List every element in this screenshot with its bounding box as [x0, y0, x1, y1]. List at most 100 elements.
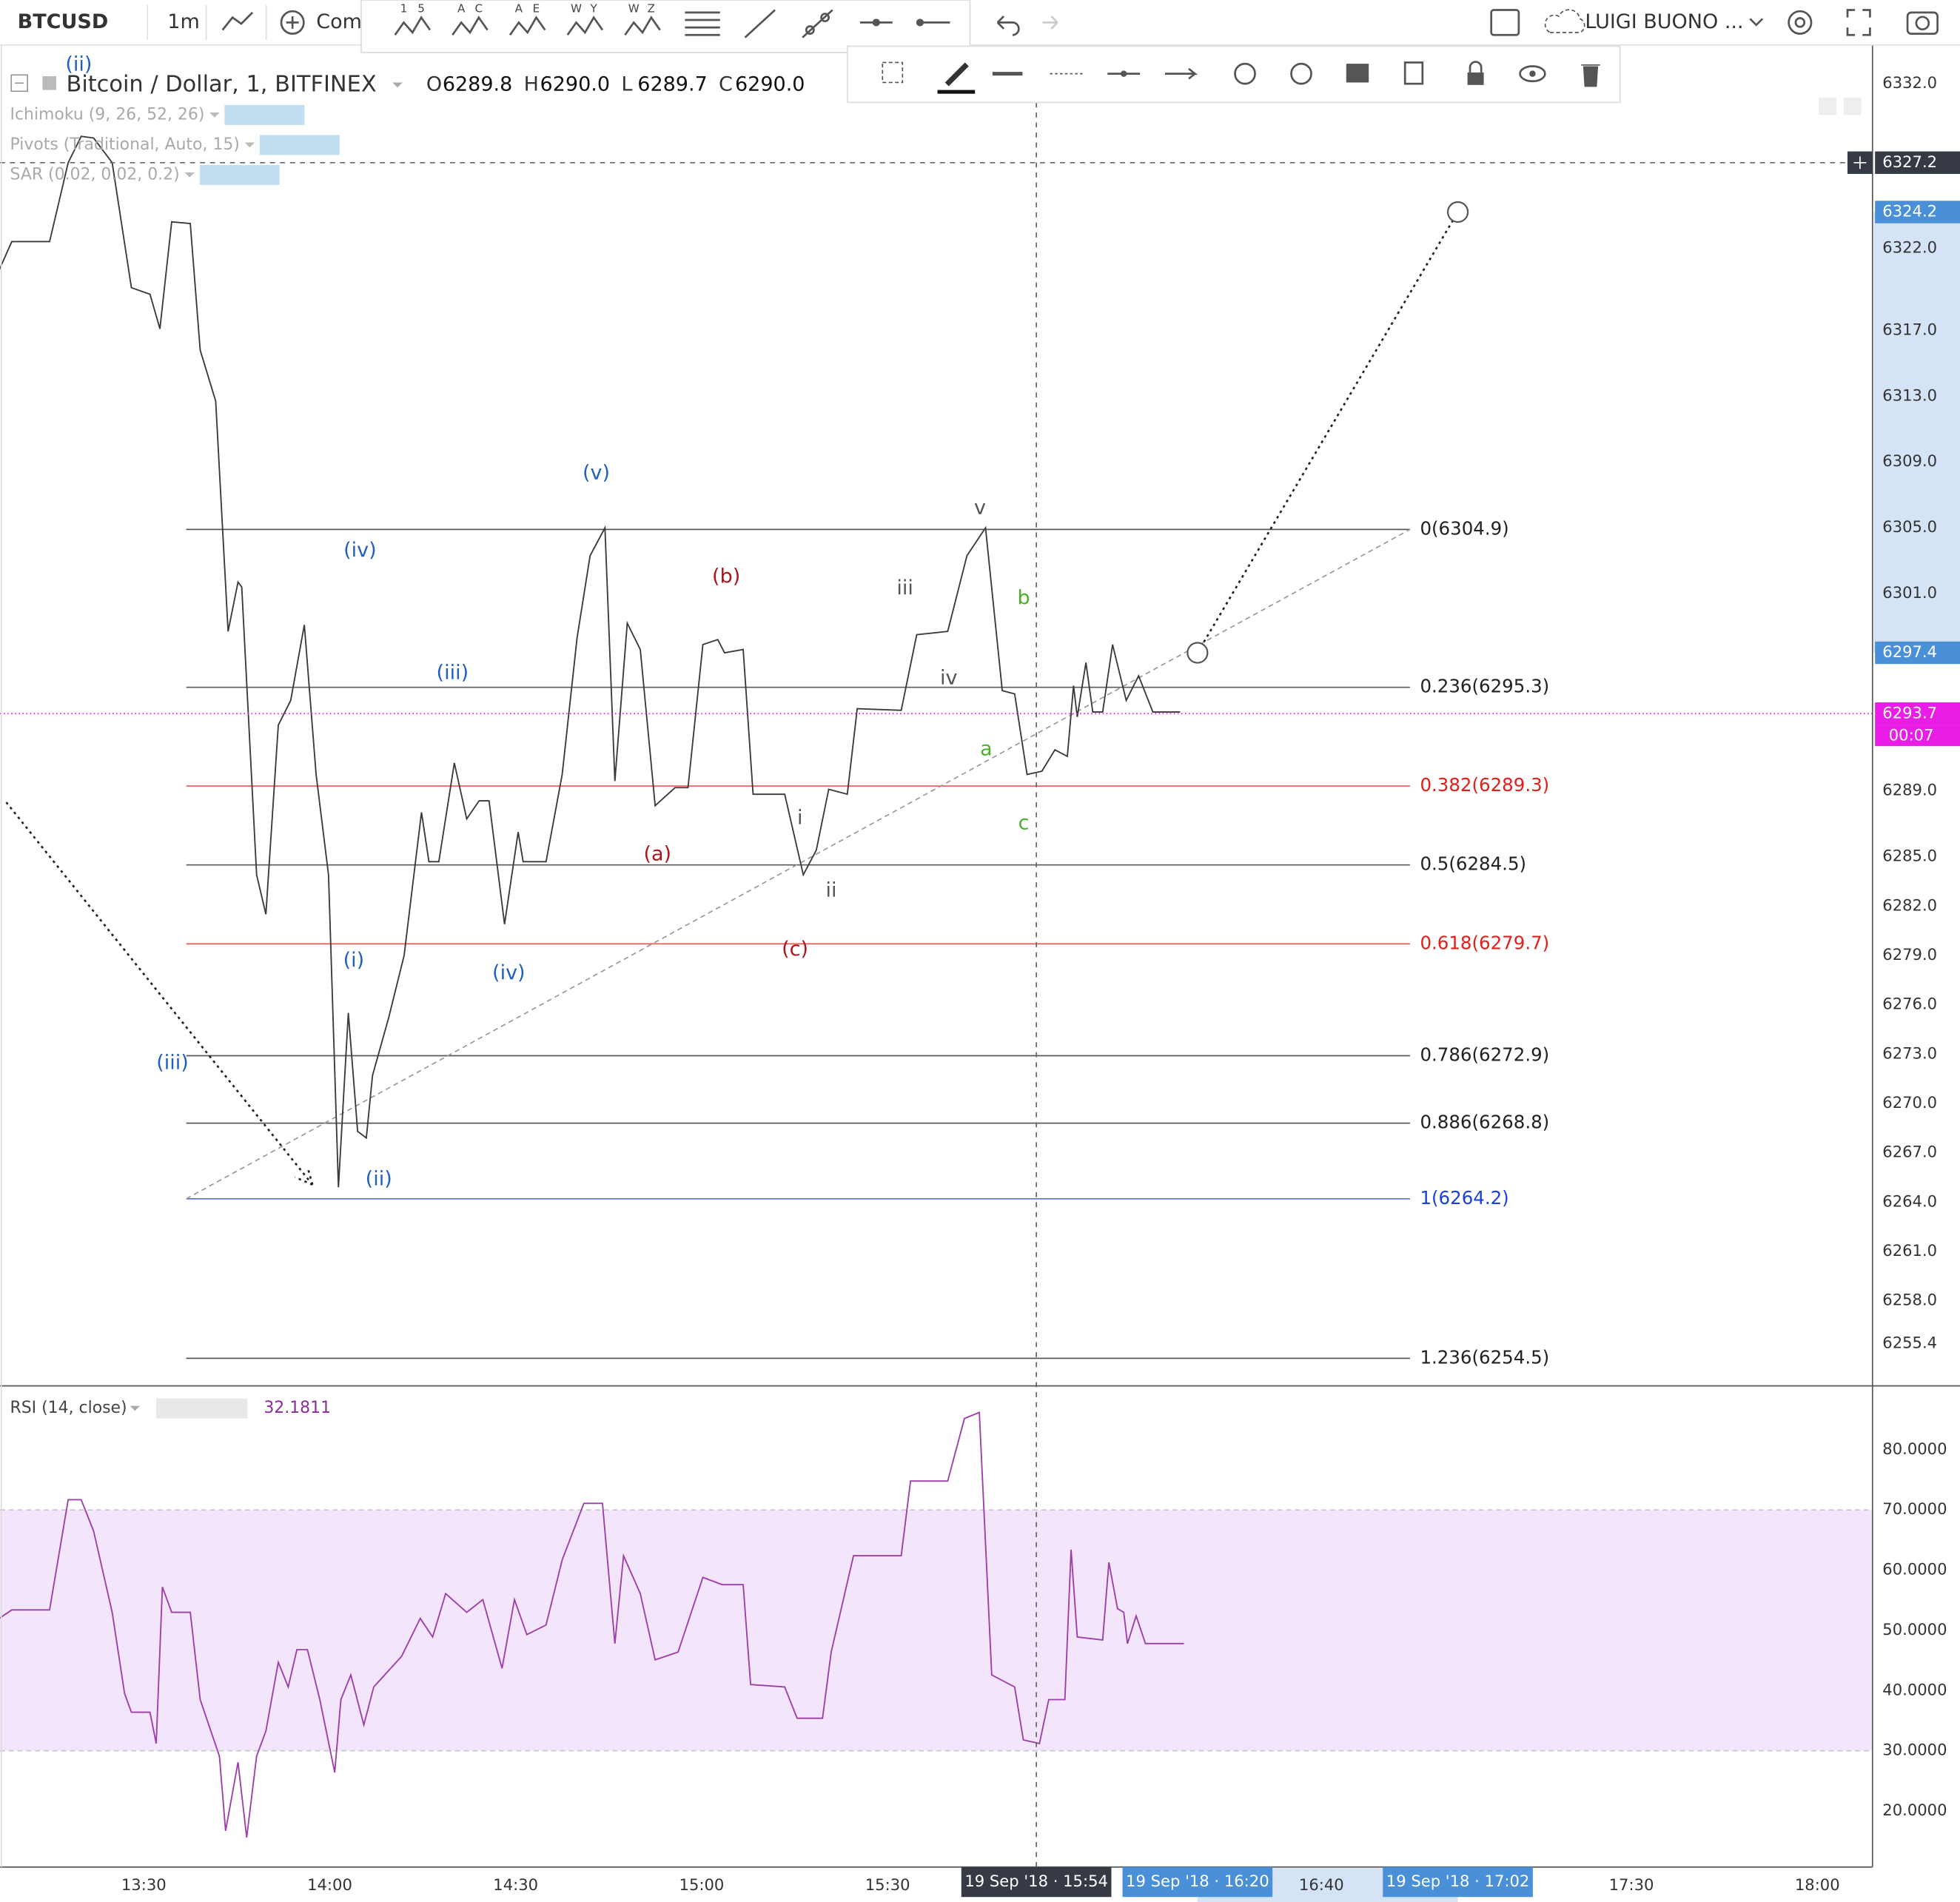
ohlc-key: O: [426, 73, 442, 95]
wave-label: (iv): [343, 539, 377, 562]
projection-start: [1187, 642, 1209, 664]
user-menu-arrow[interactable]: [1749, 18, 1764, 27]
undo-button[interactable]: [996, 15, 1020, 36]
wave-label: (iii): [437, 662, 469, 685]
y-tick-label: 6258.0: [1882, 1291, 1937, 1309]
pattern-tool-label: 1: [400, 1, 408, 15]
series-icon: [42, 76, 56, 90]
settings-icon: [1794, 17, 1806, 28]
pattern-tool-label: A: [515, 1, 523, 15]
indicator-menu: [244, 142, 255, 148]
color-swatch: [937, 90, 976, 94]
pattern-tool-label: C: [474, 1, 483, 15]
x-tick-label: 17:30: [1609, 1875, 1654, 1894]
pattern-tool-label: Z: [648, 1, 655, 15]
fib-level-label: 1.236(6254.5): [1420, 1346, 1549, 1368]
y-tick-label: 6285.0: [1882, 847, 1937, 865]
delete-button[interactable]: [1581, 64, 1600, 87]
interval-button[interactable]: 1m: [167, 10, 199, 33]
time-label: 19 Sep '18 · 17:02: [1386, 1872, 1530, 1890]
pattern-tool-icon[interactable]: [509, 16, 546, 36]
labels-layer: 13:30 14:00 14:30 15:00 15:30 16:40 17:30 18:00…: [65, 53, 1960, 1898]
legend-menu[interactable]: [392, 82, 403, 88]
y-tick-label: 30.0000: [1882, 1741, 1947, 1759]
snapshot-button[interactable]: [1906, 11, 1939, 35]
collapse-button[interactable]: [10, 74, 28, 93]
symbol-button[interactable]: BTCUSD: [18, 10, 109, 33]
user-menu[interactable]: LUIGI BUONO ...: [1585, 10, 1743, 33]
arrow-button[interactable]: [1164, 67, 1198, 80]
projection-line: [1196, 211, 1459, 653]
wave-label: (c): [782, 938, 808, 961]
wave-label: (ii): [366, 1168, 392, 1191]
y-tick-label: 6267.0: [1882, 1143, 1937, 1161]
series-layer: [0, 135, 1184, 1838]
layout-button[interactable]: [1490, 9, 1520, 36]
projection-target: [1446, 201, 1469, 224]
drawing-properties-toolbar: [847, 45, 1621, 104]
y-tick-label: 6313.0: [1882, 386, 1937, 404]
legend-title: Bitcoin / Dollar, 1, BITFINEX: [67, 71, 377, 97]
indicator-buttons[interactable]: [259, 135, 340, 155]
visibility-button[interactable]: [1346, 64, 1369, 83]
x-tick-label: 15:30: [865, 1875, 910, 1894]
tool-icon[interactable]: [744, 9, 776, 38]
indicator-name: Pivots (Traditional, Auto, 15): [10, 135, 240, 154]
fib-level-label: 0.886(6268.8): [1420, 1112, 1549, 1133]
scroll-button[interactable]: [1843, 97, 1862, 115]
wave-label: (b): [712, 565, 740, 588]
hide-button[interactable]: [1519, 65, 1546, 83]
time-label-box: [961, 1866, 1112, 1898]
properties-button[interactable]: [1234, 62, 1256, 85]
fullscreen-button[interactable]: [1846, 9, 1871, 36]
settings-button[interactable]: [1788, 10, 1813, 35]
indicator-buttons[interactable]: [199, 164, 280, 185]
clone-button[interactable]: [1403, 61, 1424, 85]
pattern-tool-icon[interactable]: [394, 16, 432, 36]
rsi-buttons[interactable]: [156, 1398, 248, 1419]
wave-label: (v): [583, 461, 610, 484]
fib-layer: [186, 528, 1411, 1360]
indicator-buttons[interactable]: [224, 104, 305, 125]
price-label-box: [1875, 641, 1960, 665]
indicator-name: Ichimoku (9, 26, 52, 26): [10, 105, 205, 124]
y-tick-label: 6301.0: [1882, 583, 1937, 602]
price-selection-range: [1873, 212, 1960, 653]
x-tick-label: 14:00: [307, 1875, 352, 1894]
lock-button[interactable]: [1467, 72, 1484, 85]
scroll-button[interactable]: [1819, 97, 1836, 115]
lock-shackle: [1469, 61, 1483, 73]
fib-level-label: 0.236(6295.3): [1420, 676, 1549, 697]
y-tick-label: 6261.0: [1882, 1241, 1937, 1260]
price-label: 6293.7: [1882, 703, 1937, 722]
indicator-name: SAR (0.02, 0.02, 0.2): [10, 165, 180, 184]
alert-button[interactable]: [1290, 62, 1312, 85]
ohlc-key: H: [524, 73, 539, 95]
x-tick-label: 18:00: [1795, 1875, 1840, 1894]
redo-button[interactable]: [1042, 15, 1058, 30]
fib-level-label: 0(6304.9): [1420, 517, 1508, 539]
pattern-tool-icon[interactable]: [624, 16, 661, 36]
price-label: 6327.2: [1882, 152, 1937, 171]
rsi-menu[interactable]: [130, 1405, 141, 1411]
wave-label: v: [974, 497, 986, 520]
fib-level-label: 1(6264.2): [1420, 1187, 1508, 1209]
time-label: 19 Sep '18 · 16:20: [1126, 1872, 1269, 1890]
wave-label: (a): [643, 842, 671, 865]
tool-icon[interactable]: [685, 11, 720, 36]
color-button[interactable]: [944, 62, 969, 87]
x-tick-label: 14:30: [493, 1875, 538, 1894]
drawing-toolbar: [360, 0, 971, 53]
y-tick-label: 20.0000: [1882, 1801, 1947, 1819]
marks-layer: [0, 52, 1873, 1867]
price-label-box: [1875, 702, 1960, 725]
pattern-tool-icon[interactable]: [566, 16, 604, 36]
pattern-tool-icon[interactable]: [452, 16, 489, 36]
chart-style-button[interactable]: [221, 11, 254, 31]
wave-label: (i): [343, 949, 365, 972]
line-end-dot: [1120, 70, 1127, 77]
y-tick-label: 50.0000: [1882, 1620, 1947, 1639]
